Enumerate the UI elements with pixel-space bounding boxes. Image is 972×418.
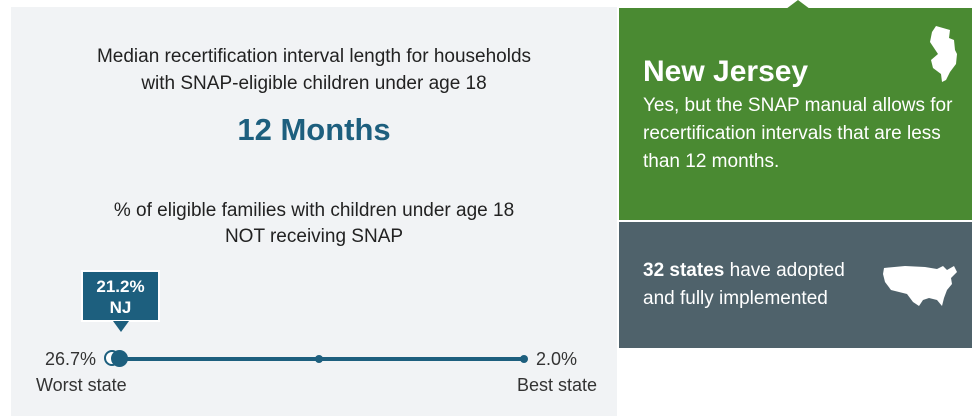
participation-description: % of eligible families with children und… (11, 198, 617, 250)
summary-text: 32 states have adopted and fully impleme… (643, 257, 863, 313)
state-panel (619, 8, 972, 220)
interval-description-line2: with SNAP-eligible children under age 18 (141, 73, 487, 94)
best-label: Best state (517, 375, 598, 395)
state-callout: 21.2% NJ (81, 270, 160, 322)
scale-mid-dot (315, 355, 323, 363)
state-marker (111, 350, 128, 367)
interval-value: 12 Months (237, 112, 391, 147)
callout-value: 21.2% (96, 277, 145, 296)
scale-best-dot (520, 355, 528, 363)
new-jersey-silhouette-icon (930, 26, 957, 82)
state-name: New Jersey (643, 55, 809, 88)
participation-description-line1: % of eligible families with children und… (113, 200, 515, 221)
best-value: 2.0% (536, 349, 578, 369)
participation-description-line2: NOT receiving SNAP (224, 226, 404, 247)
callout-pointer (113, 321, 129, 332)
state-description: Yes, but the SNAP manual allows for rece… (643, 95, 953, 172)
worst-value: 26.7% (45, 349, 97, 369)
panel-notch (786, 0, 810, 9)
states-count: 32 states (643, 260, 725, 281)
interval-description: Median recertification interval length f… (11, 43, 617, 97)
callout-state: NJ (109, 298, 132, 317)
interval-description-line1: Median recertification interval length f… (96, 46, 532, 67)
states-rest: have adopted and fully implemented (643, 260, 845, 309)
worst-label: Worst state (36, 375, 127, 395)
usa-map-icon (883, 266, 957, 306)
metrics-panel (11, 7, 617, 416)
